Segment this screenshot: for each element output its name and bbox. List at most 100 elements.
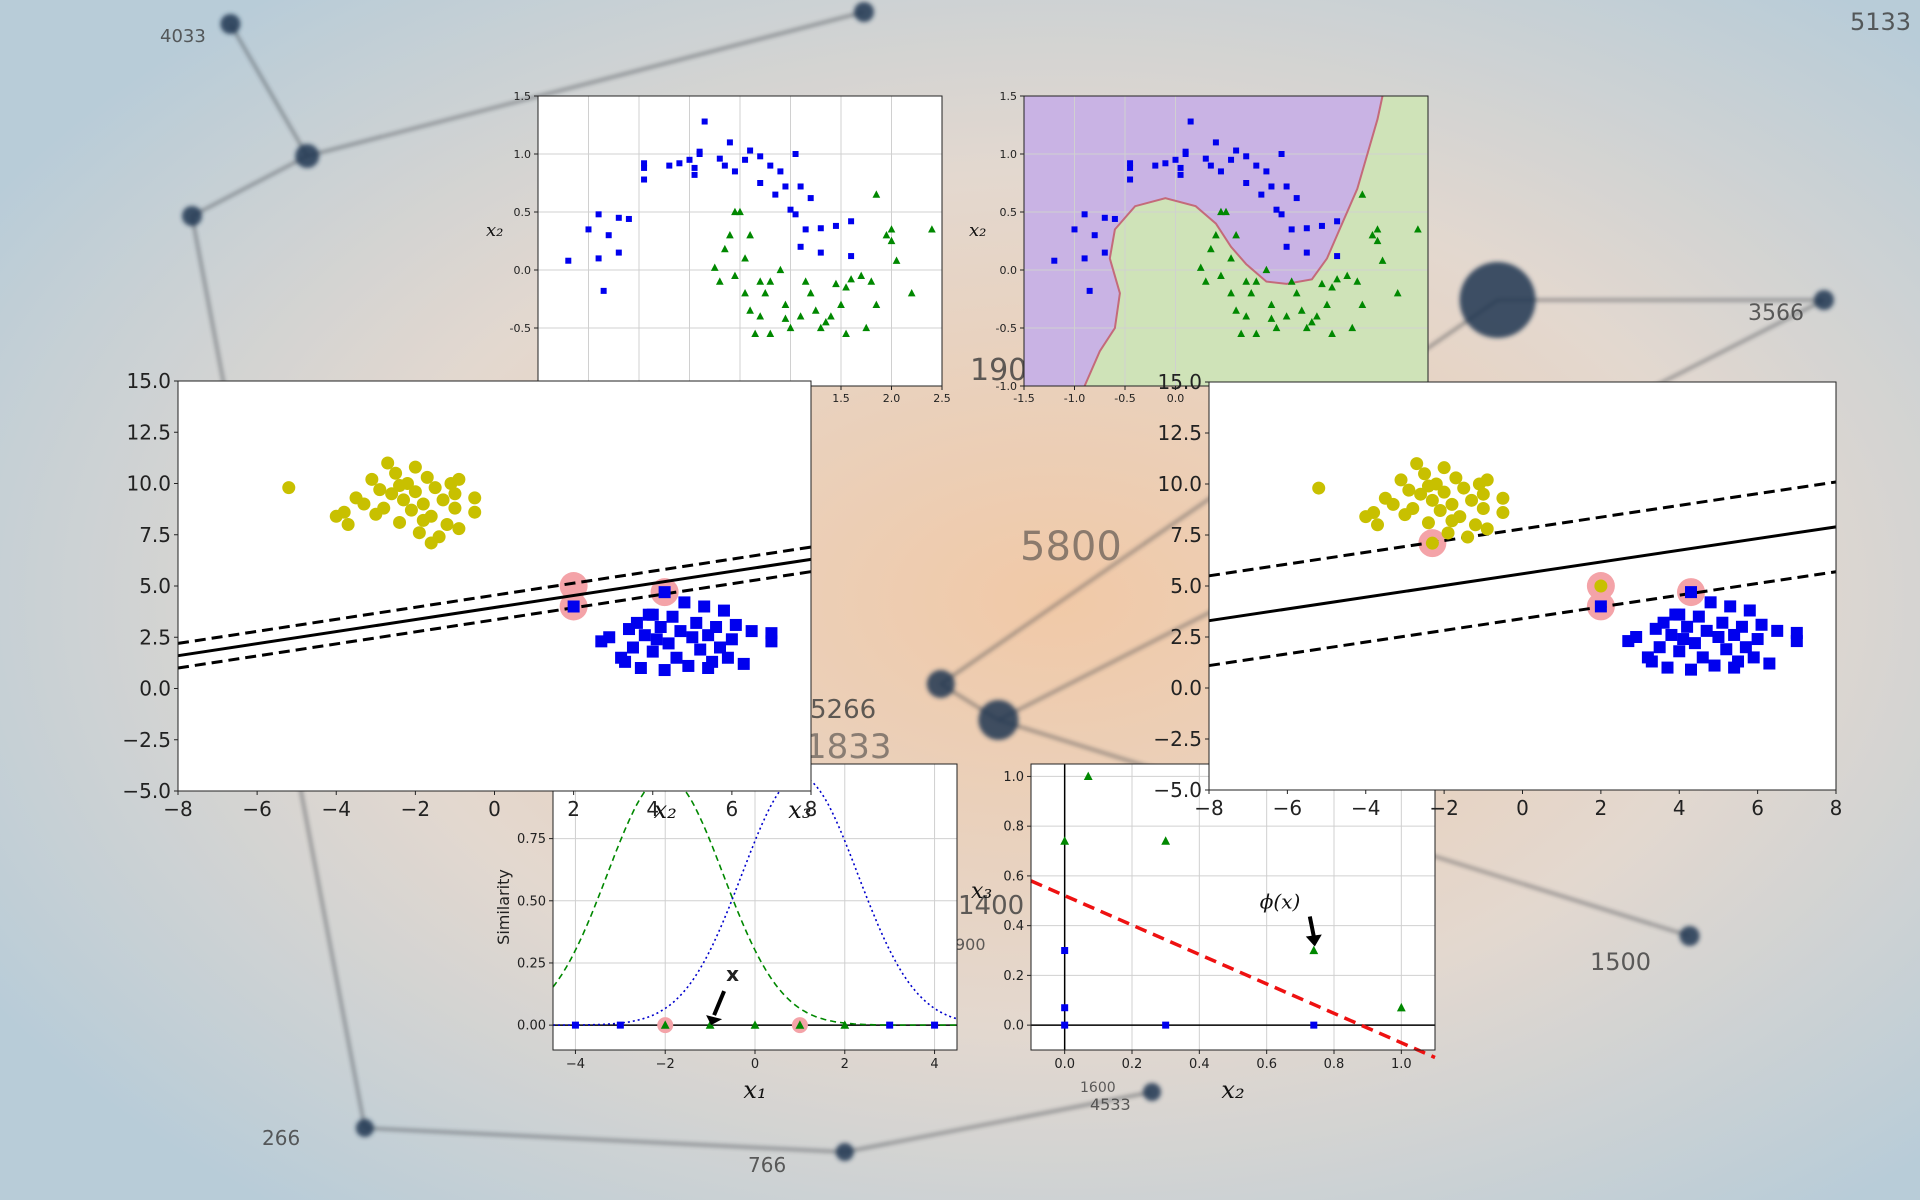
blue-square-point xyxy=(1303,225,1310,232)
yellow-circle-point xyxy=(1414,487,1428,501)
blue-square-point xyxy=(619,655,632,668)
yellow-circle-point xyxy=(448,487,462,501)
blue-square-point xyxy=(1763,657,1776,670)
y-tick-label: 0.5 xyxy=(514,206,532,219)
feature-space-plot: 0.0 0.2 0.4 0.6 0.8 1.0 0.0 0.2 0.4 0.6 0.8 1.0 ϕ(x)… xyxy=(971,763,1436,1104)
similarity-curve-1 xyxy=(552,775,957,1026)
x-tick-label: 2.0 xyxy=(883,392,901,405)
green-triangle-point xyxy=(872,300,881,308)
blue-square-point xyxy=(690,616,703,629)
x-tick-label: 8 xyxy=(1830,796,1843,820)
y-tick-label: 7.5 xyxy=(139,523,171,547)
green-triangle-point xyxy=(741,289,749,297)
blue-square-point xyxy=(641,176,648,183)
x-tick-label: 4 xyxy=(1673,796,1686,820)
blue-square-point xyxy=(1677,633,1690,646)
x-tick-label: −6 xyxy=(242,797,271,821)
blue-square-point xyxy=(1685,586,1698,599)
x-tick-label: 1.5 xyxy=(832,392,850,405)
green-triangle-point xyxy=(756,312,765,320)
blue-square-point xyxy=(1162,160,1169,167)
green-triangle-point xyxy=(1353,277,1362,285)
green-triangle-point xyxy=(1222,207,1230,216)
blue-square-point xyxy=(634,662,647,674)
blue-square-point xyxy=(782,183,789,190)
blue-square-point xyxy=(1207,162,1214,169)
blue-square-point xyxy=(802,226,809,233)
x-tick-label: 2 xyxy=(841,1057,849,1072)
blue-square-point xyxy=(765,627,778,640)
blue-square-point xyxy=(658,586,671,599)
green-triangle-point xyxy=(1227,254,1235,262)
blue-square-point xyxy=(747,147,754,154)
x-axis-label: x₁ xyxy=(743,1076,766,1104)
yellow-circle-point xyxy=(416,513,430,527)
x-tick-label: -1.5 xyxy=(1013,392,1034,405)
green-triangle-point xyxy=(781,314,790,322)
blue-square-point xyxy=(729,618,742,631)
curve-label-x2: x₂ xyxy=(654,796,677,824)
yellow-circle-point xyxy=(341,518,355,531)
green-triangle-point xyxy=(1308,318,1316,326)
yellow-circle-point xyxy=(1449,471,1463,485)
blue-square-point xyxy=(1101,249,1108,256)
blue-square-point xyxy=(807,195,814,202)
green-triangle-point xyxy=(837,300,845,308)
bg-node-9 xyxy=(355,1119,374,1137)
green-triangle-point xyxy=(705,1020,715,1029)
blue-square-point xyxy=(1700,624,1713,637)
green-triangle-point xyxy=(1212,231,1220,239)
blue-square-point xyxy=(1061,1004,1069,1012)
blue-square-point xyxy=(1716,616,1729,629)
green-triangle-point xyxy=(1292,289,1301,297)
blue-square-point xyxy=(1278,151,1285,157)
annotation-arrowhead xyxy=(1305,934,1322,947)
blue-square-point xyxy=(1724,600,1737,613)
bg-node-8 xyxy=(1679,926,1700,946)
y-tick-label: 7.5 xyxy=(1170,523,1202,547)
y-tick-label: 0.75 xyxy=(517,832,546,847)
blue-square-point xyxy=(1790,626,1803,639)
yellow-circle-point xyxy=(1476,501,1490,515)
green-triangle-point xyxy=(822,318,830,326)
green-triangle-point xyxy=(726,231,734,239)
blue-square-point xyxy=(615,249,622,256)
bg-number: 266 xyxy=(262,1126,300,1150)
yellow-circle-point xyxy=(381,456,395,470)
yellow-circle-point xyxy=(1445,514,1459,528)
y-tick-label: 0.6 xyxy=(1003,869,1024,884)
yellow-circle-point xyxy=(385,487,399,501)
green-triangle-point xyxy=(1247,289,1256,297)
blue-square-point xyxy=(585,226,592,233)
x-tick-label: −2 xyxy=(1429,796,1458,820)
green-triangle-point xyxy=(1414,225,1422,233)
blue-square-point xyxy=(1708,659,1721,672)
blue-square-point xyxy=(682,659,695,672)
y-tick-label: −2.5 xyxy=(1153,727,1202,751)
plot-frame xyxy=(1208,381,1837,791)
blue-square-point xyxy=(630,616,643,629)
blue-square-point xyxy=(638,629,651,642)
feature-space-chart: 0.0 0.2 0.4 0.6 0.8 1.0 0.0 0.2 0.4 0.6 0.8 1.0 ϕ(x)… xyxy=(971,763,1436,1104)
y-tick-label: -1.0 xyxy=(996,380,1017,393)
y-tick-label: 5.0 xyxy=(139,574,171,598)
green-triangle-point xyxy=(832,279,840,288)
blue-square-point xyxy=(1202,155,1209,162)
green-triangle-point xyxy=(1358,190,1367,198)
green-triangle-point xyxy=(796,312,805,320)
y-tick-label: 1.5 xyxy=(1000,90,1018,103)
x-tick-label: 6 xyxy=(726,797,739,821)
blue-square-point xyxy=(710,621,723,633)
bg-node-6 xyxy=(926,670,955,698)
y-tick-label: 1.0 xyxy=(514,148,532,161)
green-triangle-point xyxy=(1217,271,1225,279)
blue-square-point xyxy=(571,1021,579,1029)
blue-square-point xyxy=(666,162,673,169)
blue-square-point xyxy=(1217,168,1224,175)
green-triangle-point xyxy=(1393,289,1402,297)
blue-square-point xyxy=(650,633,663,646)
bg-link-1 xyxy=(306,11,865,157)
blue-square-point xyxy=(1263,168,1270,175)
blue-square-point xyxy=(767,162,774,169)
y-tick-label: 10.0 xyxy=(126,472,171,496)
